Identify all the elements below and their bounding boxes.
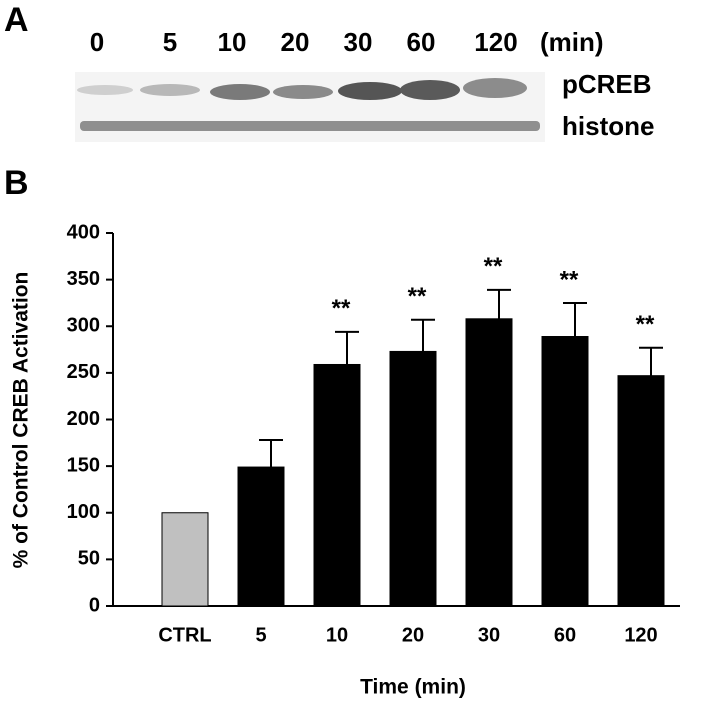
significance: **: [484, 253, 503, 280]
panel-label: B: [4, 164, 29, 202]
significance: **: [636, 311, 655, 338]
panel-label: A: [4, 1, 29, 39]
lane-label: 120: [474, 27, 517, 57]
y-axis-title: % of Control CREB Activation: [10, 272, 33, 569]
band: [273, 85, 333, 99]
y-tick-label: 200: [67, 408, 100, 430]
x-tick-label: 10: [326, 624, 348, 646]
y-tick-label: 100: [67, 501, 100, 523]
band-label: histone: [562, 111, 654, 141]
y-tick-label: 150: [67, 454, 100, 476]
lane-label: 5: [163, 27, 177, 57]
bar: [161, 512, 209, 607]
bar: [541, 336, 589, 607]
y-tick-label: 300: [67, 315, 100, 337]
y-tick-label: 350: [67, 268, 100, 290]
x-tick-label: 120: [624, 624, 657, 646]
band: [140, 84, 200, 96]
lane-label: 30: [344, 27, 373, 57]
band: [338, 82, 402, 100]
blot: [75, 72, 545, 142]
bar: [389, 350, 437, 607]
band: [77, 85, 133, 95]
y-tick-label: 250: [67, 361, 100, 383]
x-tick-label: CTRL: [158, 624, 211, 646]
y-tick-label: 50: [78, 548, 100, 570]
x-tick-label: 30: [478, 624, 500, 646]
band: [80, 121, 540, 131]
significance: **: [332, 295, 351, 322]
lane-label: 60: [407, 27, 436, 57]
lane-label: 10: [218, 27, 247, 57]
lane-label: 0: [90, 27, 104, 57]
significance: **: [560, 266, 579, 293]
bar: [617, 375, 665, 607]
x-tick-label: 20: [402, 624, 424, 646]
bar: [313, 363, 361, 607]
bar: [237, 466, 285, 607]
band: [400, 80, 460, 100]
bar: [465, 318, 513, 607]
significance: **: [408, 283, 427, 310]
band: [210, 84, 270, 100]
x-tick-label: 60: [554, 624, 576, 646]
lane-labels: 0 5 10 20 30 60 120: [90, 27, 518, 57]
unit-label: (min): [540, 27, 604, 57]
x-tick-label: 5: [255, 624, 266, 646]
lane-label: 20: [281, 27, 310, 57]
x-axis-title: Time (min): [360, 676, 466, 699]
band: [463, 78, 527, 98]
band-label: pCREB: [562, 69, 652, 99]
y-tick-label: 400: [67, 221, 100, 243]
y-tick-label: 0: [89, 594, 100, 616]
